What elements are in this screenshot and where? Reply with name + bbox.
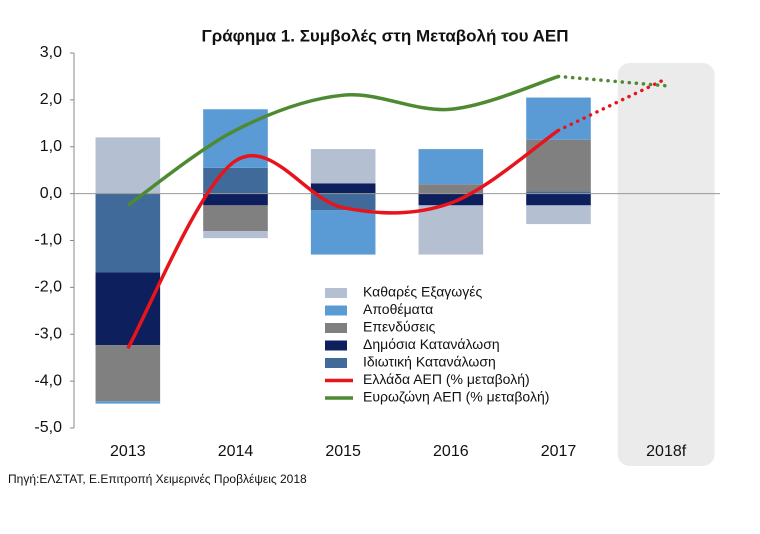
bar [418,149,484,185]
forecast-line [556,77,668,133]
legend-swatch [325,305,347,316]
y-tick-label: -5,0 [34,419,62,436]
y-tick-label: -3,0 [34,325,62,342]
bar [310,149,376,184]
forecast-line [556,74,668,88]
bar [526,193,591,206]
bar [526,205,591,225]
chart-title: Γράφημα 1. Συμβολές στη Μεταβολή του ΑΕΠ [202,26,569,45]
bar [310,193,376,211]
legend-swatch [325,288,347,298]
bar [310,210,376,255]
y-tick-label: -4,0 [34,372,62,389]
legend-label: Επενδύσεις [363,319,436,335]
bar [526,97,591,140]
bar [203,193,268,206]
source: Πηγή:ΕΛΣΤΑΤ, Ε.Επιτροπή Χειμερινές Προβλ… [8,472,307,486]
bar [95,137,161,194]
legend-label: Ιδιωτική Κατανάλωση [363,354,496,370]
bar [418,184,484,194]
legend-label: Ελλάδα ΑΕΠ (% μεταβολή) [363,371,530,387]
legend-swatch [325,323,347,333]
y-tick-label: -1,0 [34,232,62,249]
legend-swatch [325,358,347,368]
bar [95,345,161,402]
y-tick-label: 2,0 [40,91,62,108]
x-tick-label: 2013 [110,443,146,460]
y-tick-label: 0,0 [40,185,62,202]
bar [418,193,484,206]
x-tick-label: 2016 [433,443,469,460]
bar [95,401,161,404]
y-tick-label: 1,0 [40,138,62,155]
legend-label: Καθαρές Εξαγωγές [363,284,482,300]
line [126,128,560,350]
bar [418,205,484,255]
legend-label: Αποθέματα [363,301,433,317]
legend-label: Δημόσια Κατανάλωση [363,336,500,352]
x-tick-label: 2015 [325,443,361,460]
x-tick-label: 2017 [541,443,577,460]
y-tick-label: 3,0 [40,44,62,61]
bar [95,193,161,273]
bar [95,272,161,346]
line [126,74,560,207]
bar [526,191,591,194]
y-tick-label: -2,0 [34,279,62,296]
bar [203,167,268,194]
x-tick-label: 2014 [218,443,254,460]
bar [203,231,268,239]
x-tick-label: 2018f [646,443,687,460]
legend-swatch [325,340,347,351]
bar [310,183,376,194]
legend-label: Ευρωζώνη ΑΕΠ (% μεταβολή) [363,389,549,405]
bar [203,205,268,232]
forecast-shade [617,63,715,466]
